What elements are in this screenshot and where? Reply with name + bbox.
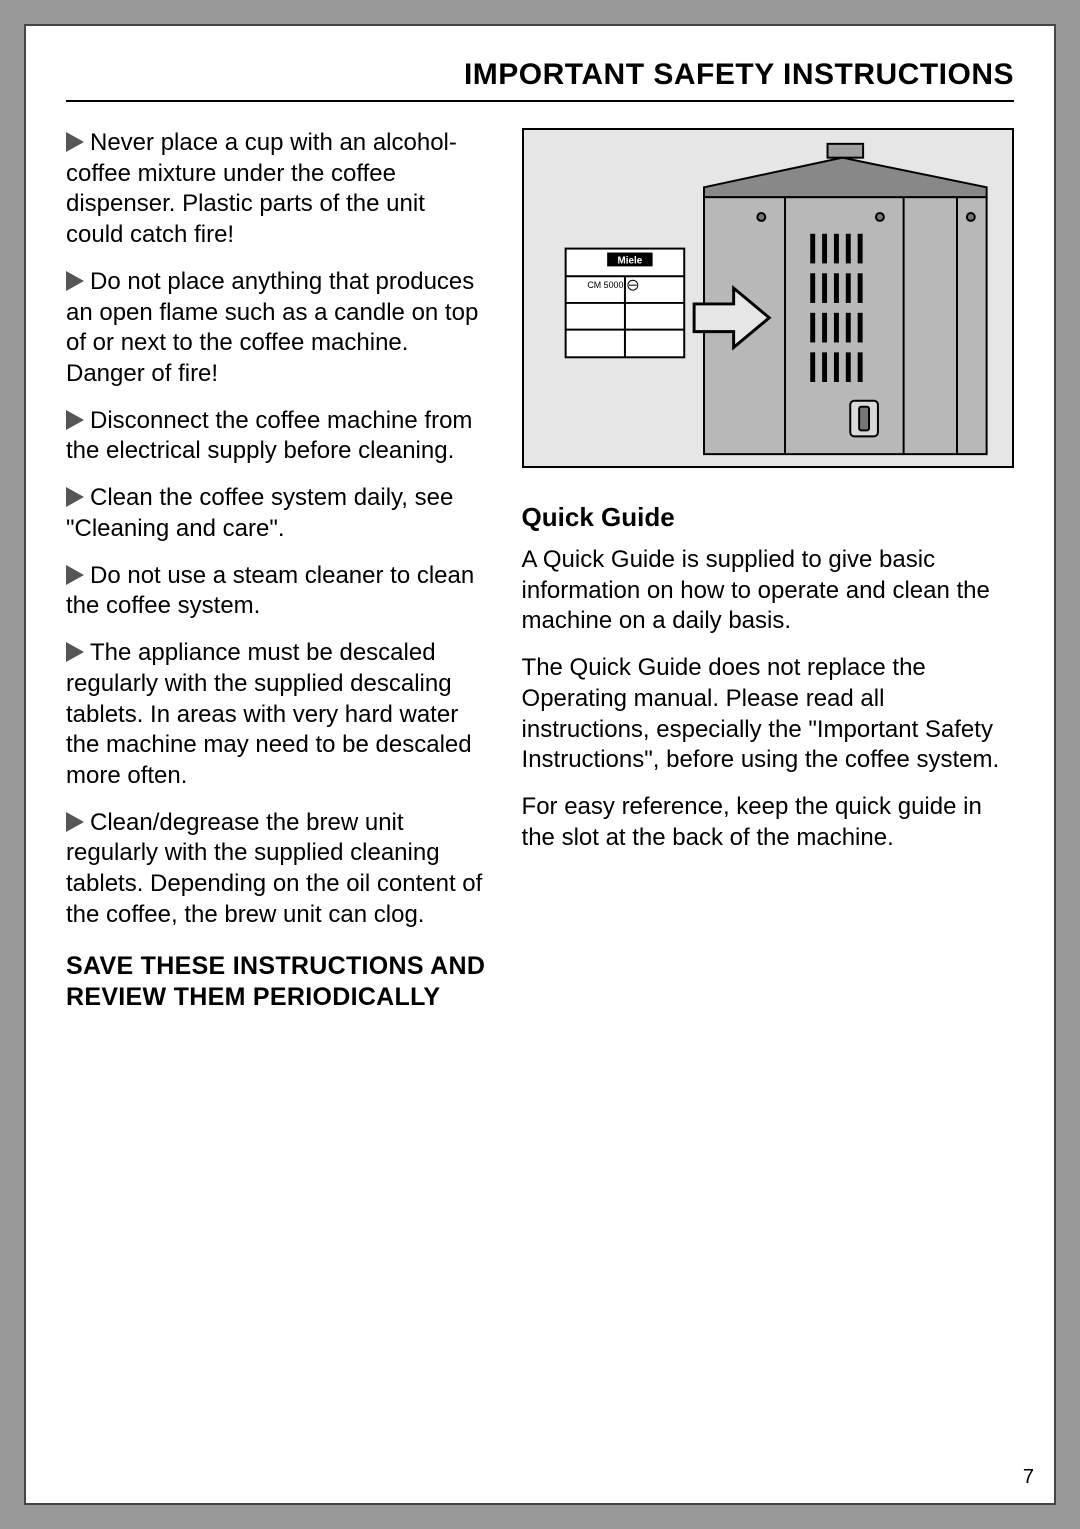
safety-bullet: Clean the coffee system daily, see "Clea… <box>66 483 486 544</box>
quick-guide-para: For easy reference, keep the quick guide… <box>522 792 1014 853</box>
bullet-text: The appliance must be descaled regularly… <box>66 639 472 789</box>
right-column: Miele CM 5000 Quick Guide A Quick Guide … <box>522 128 1014 1013</box>
save-instructions-heading: SAVE THESE INSTRUCTIONS AND REVIEW THEM … <box>66 951 486 1014</box>
bullet-text: Do not use a steam cleaner to clean the … <box>66 562 474 620</box>
machine-illustration-icon: Miele CM 5000 <box>524 130 1012 466</box>
brand-label: Miele <box>617 255 642 266</box>
triangle-bullet-icon <box>66 565 84 585</box>
safety-bullet: Do not place anything that produces an o… <box>66 267 486 390</box>
triangle-bullet-icon <box>66 487 84 507</box>
safety-bullet: The appliance must be descaled regularly… <box>66 638 486 792</box>
safety-bullet: Clean/degrease the brew unit regularly w… <box>66 808 486 931</box>
quick-guide-para: A Quick Guide is supplied to give basic … <box>522 545 1014 637</box>
left-column: Never place a cup with an alcohol-coffee… <box>66 128 486 1013</box>
triangle-bullet-icon <box>66 271 84 291</box>
model-label: CM 5000 <box>587 280 623 290</box>
bullet-text: Never place a cup with an alcohol-coffee… <box>66 129 457 248</box>
triangle-bullet-icon <box>66 812 84 832</box>
triangle-bullet-icon <box>66 410 84 430</box>
triangle-bullet-icon <box>66 132 84 152</box>
bullet-text: Disconnect the coffee machine from the e… <box>66 407 472 465</box>
manual-page: IMPORTANT SAFETY INSTRUCTIONS Never plac… <box>24 24 1056 1505</box>
bullet-text: Clean/degrease the brew unit regularly w… <box>66 809 482 928</box>
bullet-text: Do not place anything that produces an o… <box>66 268 478 387</box>
page-number: 7 <box>1023 1466 1034 1489</box>
triangle-bullet-icon <box>66 642 84 662</box>
safety-bullet: Do not use a steam cleaner to clean the … <box>66 561 486 622</box>
quick-guide-para: The Quick Guide does not replace the Ope… <box>522 653 1014 776</box>
safety-bullet: Never place a cup with an alcohol-coffee… <box>66 128 486 251</box>
bullet-text: Clean the coffee system daily, see "Clea… <box>66 484 453 542</box>
machine-figure: Miele CM 5000 <box>522 128 1014 468</box>
page-title: IMPORTANT SAFETY INSTRUCTIONS <box>66 58 1014 102</box>
safety-bullet: Disconnect the coffee machine from the e… <box>66 406 486 467</box>
quick-guide-heading: Quick Guide <box>522 502 1014 533</box>
content-columns: Never place a cup with an alcohol-coffee… <box>66 128 1014 1013</box>
